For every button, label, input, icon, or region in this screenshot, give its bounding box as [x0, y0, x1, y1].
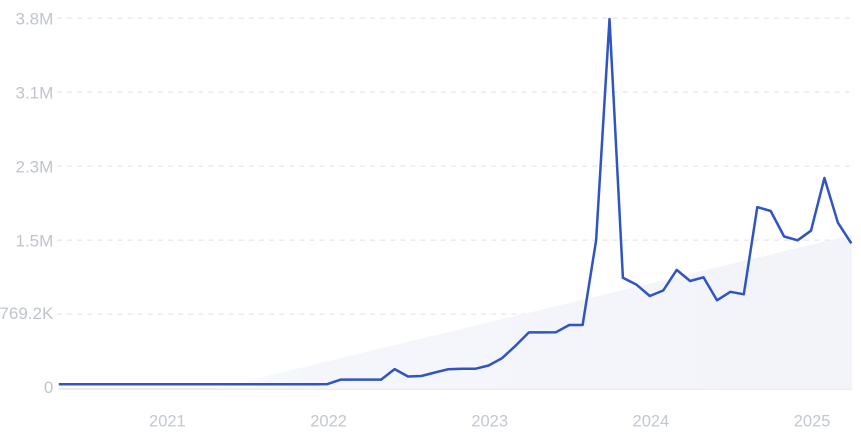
- svg-text:3.8M: 3.8M: [16, 10, 54, 29]
- svg-text:1.5M: 1.5M: [16, 231, 54, 250]
- svg-text:2025: 2025: [794, 413, 831, 431]
- svg-text:769.2K: 769.2K: [0, 304, 54, 323]
- svg-text:2024: 2024: [633, 413, 670, 431]
- svg-text:2021: 2021: [149, 413, 186, 431]
- svg-text:2023: 2023: [471, 413, 508, 431]
- svg-text:2.3M: 2.3M: [16, 157, 54, 176]
- svg-text:0: 0: [44, 378, 53, 397]
- svg-text:3.1M: 3.1M: [16, 84, 54, 103]
- svg-text:2022: 2022: [310, 413, 347, 431]
